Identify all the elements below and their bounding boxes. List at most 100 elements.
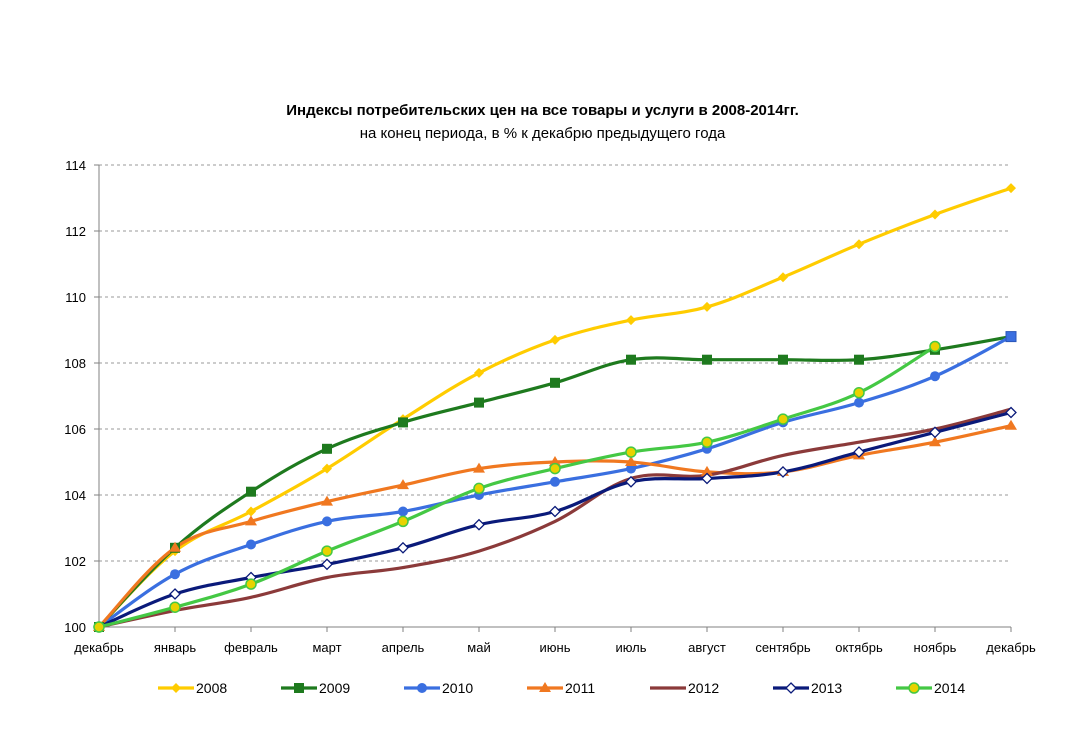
data-point-2014 [625, 446, 637, 458]
data-point-2008 [930, 209, 940, 220]
data-point-2011 [321, 495, 333, 506]
data-point-2010 [246, 539, 256, 550]
series-line-2012 [98, 407, 1012, 629]
data-point-2010 [322, 516, 332, 527]
data-point-2014 [397, 515, 409, 528]
y-tick-label: 110 [65, 290, 86, 305]
data-point-2014 [777, 413, 789, 425]
data-point-2009 [626, 354, 636, 365]
y-tick-label: 102 [64, 554, 86, 569]
data-point-2008 [474, 367, 484, 378]
legend-label-2011: 2011 [565, 680, 595, 696]
data-point-2009 [550, 377, 560, 388]
x-tick-label: февраль [224, 640, 278, 655]
y-tick-label: 108 [64, 356, 86, 371]
data-point-2013 [777, 465, 789, 478]
data-point-2009 [854, 354, 864, 365]
data-point-2009 [702, 354, 712, 365]
y-tick-label: 112 [65, 224, 86, 239]
data-point-2013 [1005, 406, 1017, 419]
data-point-2011 [397, 479, 409, 490]
legend-marker-2013 [785, 682, 797, 694]
x-tick-label: июнь [540, 640, 571, 655]
legend-label-2009: 2009 [319, 680, 350, 696]
data-point-2008 [702, 301, 712, 312]
data-point-2011 [169, 541, 181, 552]
legend-label-2008: 2008 [196, 680, 227, 696]
data-point-2013 [321, 558, 333, 571]
data-point-2011 [929, 436, 941, 447]
series-line-2011 [97, 424, 1012, 629]
data-point-2008 [1006, 183, 1016, 194]
x-tick-label: октябрь [835, 640, 883, 655]
y-tick-label: 106 [64, 422, 86, 437]
x-tick-label: декабрь [74, 640, 124, 655]
data-point-2009 [474, 397, 484, 408]
data-point-2010 [854, 397, 864, 408]
legend-label-2014: 2014 [934, 680, 965, 696]
data-point-2014 [549, 462, 561, 475]
data-point-2010 [398, 506, 408, 517]
data-point-2011 [625, 456, 637, 466]
x-tick-label: декабрь [986, 640, 1036, 655]
data-point-2013 [853, 446, 865, 459]
data-point-2008 [322, 463, 332, 474]
x-tick-label: январь [154, 640, 196, 655]
data-point-2009 [778, 354, 788, 365]
x-tick-label: ноябрь [914, 640, 957, 655]
data-point-2011 [473, 462, 485, 473]
legend-label-2013: 2013 [811, 680, 842, 696]
chart-subtitle: на конец периода, в % к декабрю предыдущ… [359, 125, 726, 142]
data-point-2013 [549, 505, 561, 518]
data-point-2014 [929, 340, 941, 353]
legend-marker-2010 [417, 683, 427, 693]
data-point-2014 [853, 386, 865, 399]
chart-title: Индексы потребительских цен на все товар… [286, 102, 799, 119]
data-point-2013 [701, 472, 713, 485]
data-point-2010 [626, 463, 636, 474]
x-tick-label: апрель [382, 640, 425, 655]
data-point-2014 [701, 436, 713, 448]
data-point-2014 [321, 545, 333, 557]
data-point-2010 [550, 476, 560, 487]
data-point-2013 [625, 475, 637, 488]
data-point-2013 [397, 541, 409, 554]
data-point-2010 [930, 371, 940, 382]
y-tick-label: 104 [64, 488, 86, 503]
legend-marker-2011 [539, 682, 551, 692]
legend-marker-2008 [171, 683, 181, 693]
data-point-2010 [170, 569, 180, 580]
y-tick-label: 114 [65, 158, 86, 173]
data-point-2013 [929, 426, 941, 439]
data-point-2008 [854, 239, 864, 250]
legend-marker-2009 [294, 683, 304, 693]
legend-label-2010: 2010 [442, 680, 473, 696]
x-tick-label: май [467, 640, 490, 655]
data-point-2011 [1005, 419, 1017, 430]
data-point-2011 [701, 465, 713, 476]
legend-label-2012: 2012 [688, 680, 719, 696]
data-point-2014 [93, 621, 105, 633]
data-point-2008 [550, 334, 560, 345]
data-point-2008 [778, 272, 788, 283]
x-tick-label: март [312, 640, 341, 655]
data-point-2009 [322, 443, 332, 454]
data-point-2013 [473, 518, 485, 531]
x-tick-label: август [688, 640, 726, 655]
data-point-2009 [246, 486, 256, 497]
data-point-2011 [549, 456, 561, 466]
legend-marker-2014 [908, 682, 920, 694]
data-point-2011 [245, 515, 257, 526]
data-point-2008 [246, 506, 256, 517]
data-point-2010-end [1005, 331, 1017, 343]
x-tick-label: июль [615, 640, 646, 655]
data-point-2008 [626, 315, 636, 326]
data-point-2013 [169, 588, 181, 600]
data-point-2014 [169, 601, 181, 613]
data-point-2014 [473, 482, 485, 495]
y-tick-label: 100 [64, 620, 86, 635]
x-tick-label: сентябрь [755, 640, 811, 655]
data-point-2014 [245, 578, 257, 590]
